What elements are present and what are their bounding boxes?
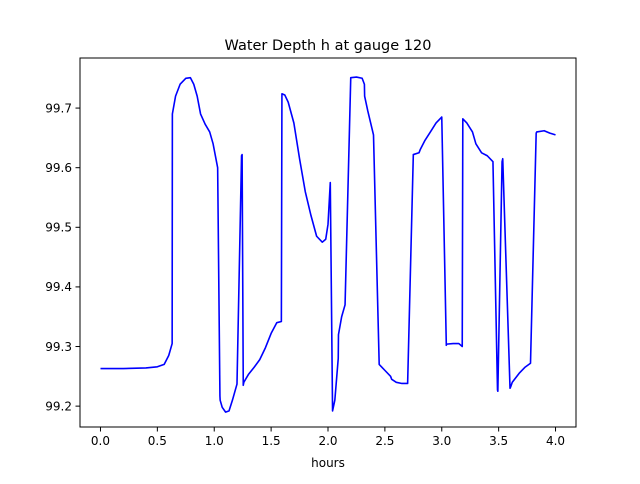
x-tick-label: 0.0 [91,434,110,448]
y-tick-label: 99.5 [45,221,72,235]
x-axis: 0.0 0.5 1.0 1.5 2.0 2.5 3.0 3.5 4.0 [91,427,565,448]
x-tick-label: 1.0 [205,434,224,448]
x-tick-label: 3.5 [489,434,508,448]
x-tick-label: 1.5 [262,434,281,448]
x-tick-label: 0.5 [148,434,167,448]
plot-frame [79,57,577,428]
y-tick-label: 99.4 [45,280,72,294]
x-tick-label: 4.0 [546,434,565,448]
y-tick-label: 99.3 [45,340,72,354]
x-tick-label: 3.0 [432,434,451,448]
y-tick-label: 99.2 [45,399,72,413]
x-axis-label: hours [311,456,345,470]
series-layer [100,76,556,413]
x-tick-label: 2.0 [318,434,337,448]
x-tick-label: 2.5 [375,434,394,448]
y-axis: 99.2 99.3 99.4 99.5 99.6 99.7 [45,101,80,413]
chart-title: Water Depth h at gauge 120 [225,38,432,54]
y-tick-label: 99.7 [45,101,72,115]
series-line-0 [100,76,556,413]
y-tick-label: 99.6 [45,161,72,175]
